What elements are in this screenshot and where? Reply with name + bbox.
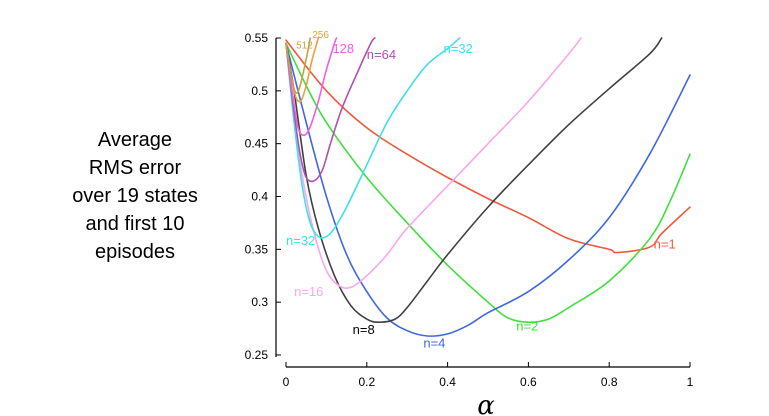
series-label-128: 128 [332, 41, 354, 56]
x-tick-label: 0.8 [601, 375, 618, 389]
series-line-128 [285, 37, 338, 137]
series-label-512: 512 [296, 41, 313, 52]
x-tick-label: 0 [283, 375, 290, 389]
y-tick-label: 0.35 [245, 242, 269, 256]
series-label-n32low: n=32 [286, 233, 315, 248]
series-line-n8 [285, 37, 663, 323]
x-tick-label: 0.6 [520, 375, 537, 389]
series-line-n1 [285, 39, 691, 254]
y-tick-label: 0.5 [251, 84, 268, 98]
series-label-n64: n=64 [367, 47, 396, 62]
series-line-n4 [285, 42, 691, 337]
series-line-n64 [285, 37, 376, 183]
y-axis-title-line: and first 10 [85, 213, 185, 235]
y-tick-label: 0.45 [245, 137, 269, 151]
x-tick-label: 1 [687, 375, 694, 389]
y-axis-title-line: over 19 states [72, 185, 198, 207]
y-axis-title-line: episodes [94, 241, 176, 263]
y-axis-title-line: RMS error [88, 157, 182, 179]
series-line-n2 [285, 42, 691, 324]
x-axis-title: α [477, 391, 495, 416]
x-tick-label: 0.4 [439, 375, 456, 389]
series-line-512 [285, 37, 311, 94]
series-line-n32 [285, 37, 461, 239]
y-tick-label: 0.4 [251, 190, 268, 204]
series-label-n8: n=8 [353, 322, 375, 337]
series-label-n16: n=16 [294, 284, 323, 299]
series-label-n1: n=1 [654, 236, 676, 251]
series-label-n32high: n=32 [444, 41, 473, 56]
y-axis-title-line: Average [97, 129, 173, 151]
axes: 0.25 0.3 0.35 0.4 0.45 0.5 0.55 0 0.2 0.4 0.6 0.8 1 [245, 31, 694, 389]
series-lines [285, 37, 691, 337]
y-tick-label: 0.55 [245, 31, 269, 45]
series-label-n4: n=4 [423, 336, 445, 351]
y-tick-label: 0.25 [245, 348, 269, 362]
y-tick-label: 0.3 [251, 295, 268, 309]
series-label-256: 256 [312, 30, 329, 41]
y-axis-title: Average RMS error over 19 states and fir… [50, 126, 220, 266]
x-tick-label: 0.2 [358, 375, 375, 389]
series-line-n16 [285, 37, 582, 289]
series-label-n2: n=2 [516, 319, 538, 334]
